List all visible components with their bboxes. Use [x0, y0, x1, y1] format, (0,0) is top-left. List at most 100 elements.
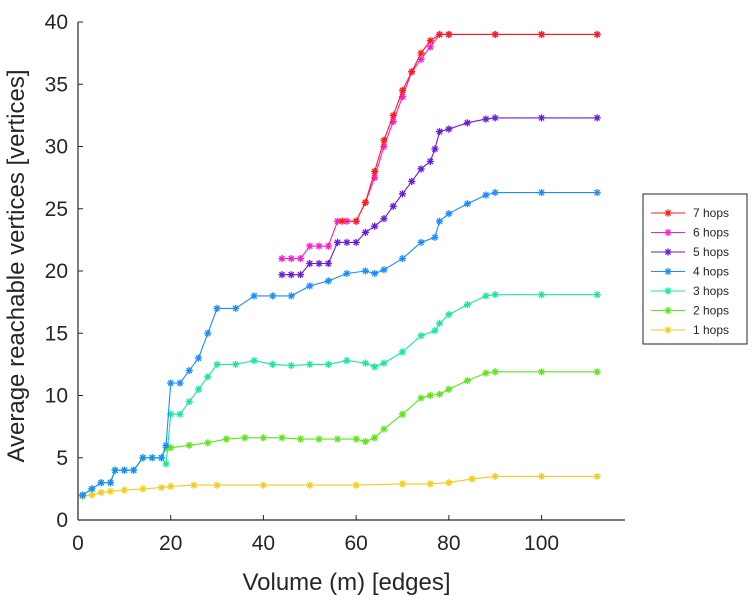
data-point-2-hops [352, 435, 360, 443]
data-point-4-hops [361, 267, 370, 275]
data-point-7-hops [445, 30, 453, 39]
data-point-1-hops [593, 472, 601, 481]
data-point-3-hops [398, 348, 407, 356]
data-point-5-hops [371, 222, 379, 230]
data-point-4-hops [463, 200, 471, 208]
legend-item-7-hops: 7 hops [651, 206, 729, 220]
data-point-6-hops [426, 43, 434, 51]
data-point-1-hops [190, 481, 198, 489]
legend-item-3-hops: 3 hops [651, 284, 729, 298]
data-point-4-hops [139, 454, 147, 462]
legend-marker [664, 306, 672, 315]
data-point-4-hops [88, 485, 96, 493]
legend-label: 2 hops [693, 304, 729, 318]
series-5-hops [278, 114, 601, 279]
data-point-4-hops [324, 277, 332, 285]
data-point-3-hops [306, 360, 314, 368]
data-point-3-hops [371, 363, 379, 371]
data-point-3-hops [343, 357, 351, 365]
data-point-2-hops [259, 434, 268, 442]
data-point-3-hops [431, 327, 439, 335]
x-tick-label: 60 [344, 532, 367, 555]
data-point-4-hops [482, 191, 490, 199]
data-point-7-hops [361, 198, 370, 207]
data-point-7-hops [371, 167, 379, 175]
series-2-hops [79, 368, 601, 499]
y-tick-label: 35 [45, 73, 68, 96]
data-point-4-hops [371, 269, 379, 278]
data-point-4-hops [306, 282, 314, 290]
legend-marker [664, 248, 672, 256]
y-axis-label: Average reachable vertices [vertices] [3, 69, 30, 462]
data-point-4-hops [287, 292, 295, 300]
data-point-1-hops [97, 489, 105, 497]
series-1-hops [79, 472, 601, 500]
legend-item-2-hops: 2 hops [651, 304, 729, 318]
series-line-4-hops [82, 192, 598, 496]
data-point-6-hops [278, 254, 286, 263]
data-point-4-hops [269, 292, 277, 300]
data-point-5-hops [361, 228, 370, 237]
x-tick-label: 0 [72, 532, 84, 555]
data-point-2-hops [445, 385, 453, 393]
data-point-1-hops [157, 484, 166, 492]
data-point-5-hops [343, 238, 351, 246]
data-point-4-hops [167, 379, 175, 387]
series-line-3-hops [82, 294, 598, 496]
data-point-6-hops [324, 242, 332, 250]
data-point-2-hops [463, 376, 471, 385]
data-point-7-hops [352, 217, 360, 225]
data-point-4-hops [593, 188, 601, 197]
data-point-4-hops [417, 238, 425, 246]
data-point-4-hops [176, 379, 184, 387]
data-point-1-hops [445, 479, 453, 487]
data-point-4-hops [194, 354, 203, 362]
data-point-6-hops [296, 254, 305, 263]
legend-marker [664, 287, 672, 295]
data-point-4-hops [185, 367, 193, 375]
data-point-3-hops [482, 292, 490, 300]
data-point-5-hops [315, 259, 323, 268]
y-tick-label: 25 [45, 198, 68, 221]
data-point-1-hops [426, 480, 434, 488]
legend-label: 6 hops [693, 226, 729, 240]
y-tick-label: 20 [45, 260, 68, 283]
y-tick-label: 0 [56, 509, 68, 532]
data-point-3-hops [269, 360, 277, 368]
legend-box [642, 193, 748, 345]
y-tick-label: 30 [45, 136, 68, 159]
data-point-3-hops [463, 301, 471, 309]
data-point-4-hops [232, 304, 240, 312]
series-line-6-hops [282, 33, 598, 260]
data-point-1-hops [537, 472, 546, 481]
data-point-3-hops [287, 362, 295, 370]
y-tick-label: 15 [45, 322, 68, 345]
data-point-2-hops [361, 437, 370, 446]
data-point-4-hops [398, 254, 407, 263]
data-point-2-hops [537, 368, 546, 376]
data-point-1-hops [213, 481, 221, 489]
data-point-3-hops [250, 357, 258, 365]
data-point-5-hops [417, 165, 425, 173]
data-point-7-hops [398, 86, 407, 95]
legend-label: 4 hops [693, 265, 729, 279]
data-point-5-hops [435, 127, 444, 136]
x-tick-label: 20 [159, 532, 182, 555]
data-point-6-hops [287, 254, 295, 263]
x-tick-label: 40 [252, 532, 275, 555]
data-point-4-hops [79, 491, 87, 499]
data-point-7-hops [380, 136, 388, 144]
data-point-7-hops [338, 217, 346, 225]
data-point-7-hops [389, 111, 397, 119]
data-point-5-hops [389, 202, 397, 210]
data-point-4-hops [435, 217, 444, 225]
data-point-7-hops [537, 30, 546, 39]
data-point-2-hops [315, 435, 323, 443]
legend-label: 7 hops [693, 206, 729, 220]
data-point-4-hops [148, 454, 156, 462]
data-point-2-hops [185, 441, 193, 449]
y-tick-label: 5 [56, 447, 68, 470]
data-point-3-hops [213, 360, 221, 368]
data-point-2-hops [333, 435, 342, 443]
